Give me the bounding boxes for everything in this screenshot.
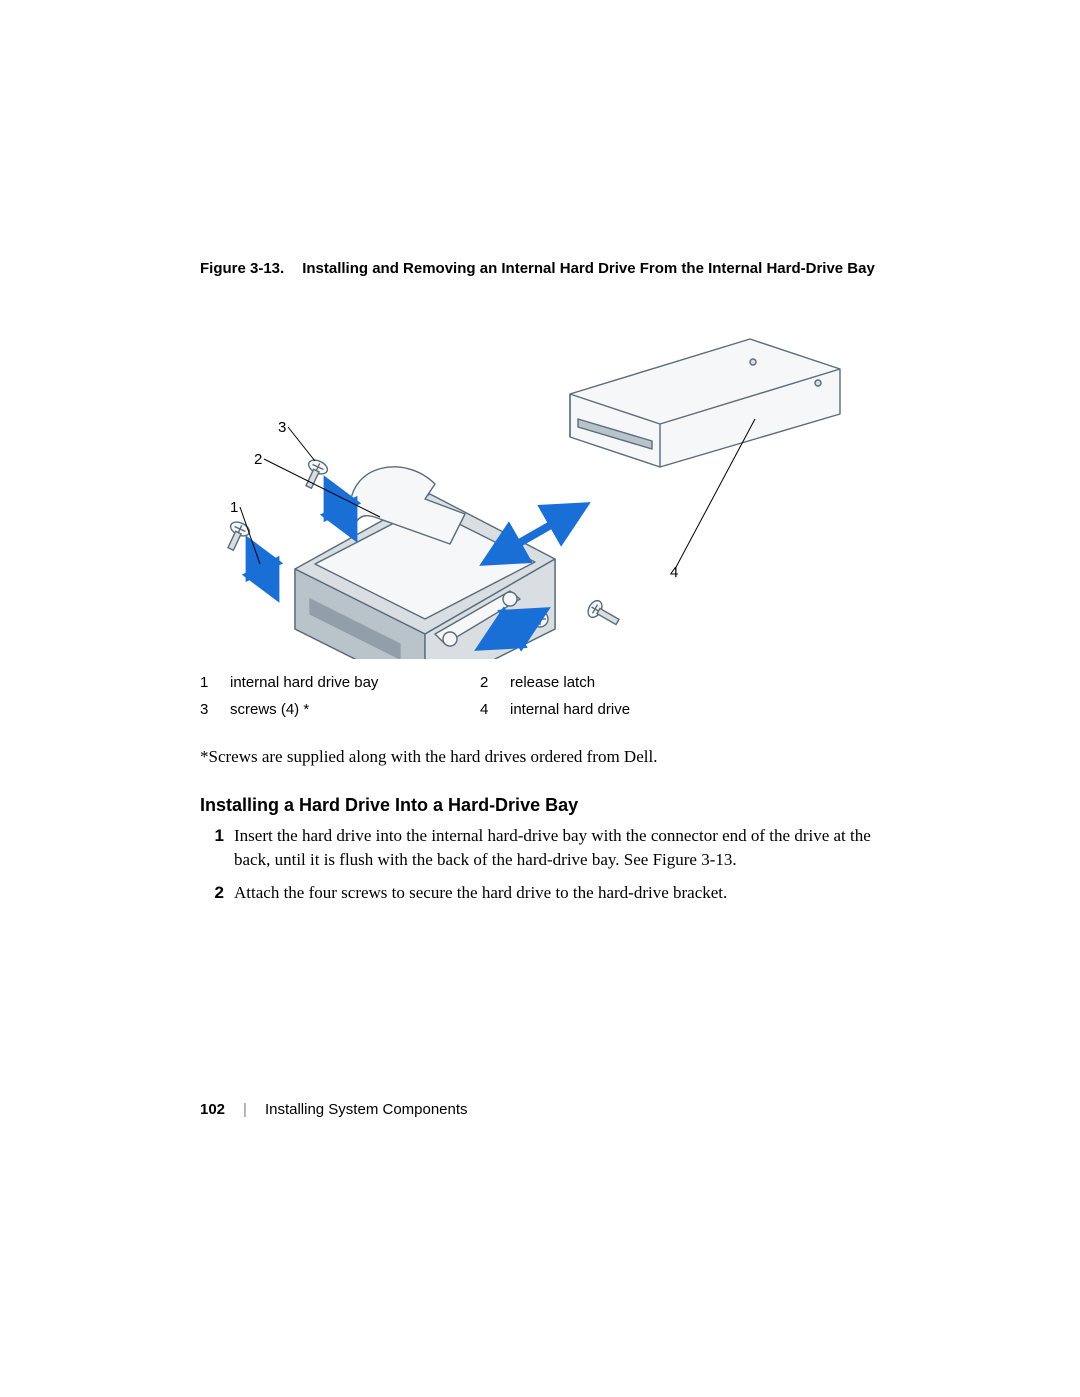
- legend-text: internal hard drive: [510, 696, 760, 723]
- diagram-svg: [200, 299, 880, 659]
- diagram: 1 2 3 4: [200, 299, 880, 659]
- legend-num: 1: [200, 669, 230, 696]
- legend-num: 2: [480, 669, 510, 696]
- steps-list: 1 Insert the hard drive into the interna…: [200, 824, 880, 905]
- legend: 1 internal hard drive bay 2 release latc…: [200, 669, 880, 723]
- footnote: *Screws are supplied along with the hard…: [200, 745, 880, 769]
- page-number: 102: [200, 1101, 225, 1118]
- footer-divider: |: [243, 1101, 247, 1118]
- step-text: Insert the hard drive into the internal …: [234, 824, 880, 872]
- step-text: Attach the four screws to secure the har…: [234, 881, 880, 905]
- callout-2: 2: [254, 451, 262, 468]
- legend-text: screws (4) *: [230, 696, 480, 723]
- step-item: 2 Attach the four screws to secure the h…: [200, 881, 880, 905]
- callout-1: 1: [230, 499, 238, 516]
- callout-3: 3: [278, 419, 286, 436]
- legend-row: 3 screws (4) * 4 internal hard drive: [200, 696, 880, 723]
- figure-title: Installing and Removing an Internal Hard…: [302, 260, 875, 277]
- callout-4: 4: [670, 564, 678, 581]
- step-number: 2: [200, 881, 234, 905]
- page-footer: 102 | Installing System Components: [200, 1101, 468, 1118]
- legend-num: 4: [480, 696, 510, 723]
- step-item: 1 Insert the hard drive into the interna…: [200, 824, 880, 872]
- figure-caption: Figure 3-13. Installing and Removing an I…: [200, 258, 880, 279]
- legend-row: 1 internal hard drive bay 2 release latc…: [200, 669, 880, 696]
- section-heading: Installing a Hard Drive Into a Hard-Driv…: [200, 795, 880, 816]
- legend-num: 3: [200, 696, 230, 723]
- figure-number: Figure 3-13.: [200, 260, 284, 277]
- step-number: 1: [200, 824, 234, 872]
- legend-text: internal hard drive bay: [230, 669, 480, 696]
- legend-text: release latch: [510, 669, 760, 696]
- footer-section: Installing System Components: [265, 1101, 468, 1118]
